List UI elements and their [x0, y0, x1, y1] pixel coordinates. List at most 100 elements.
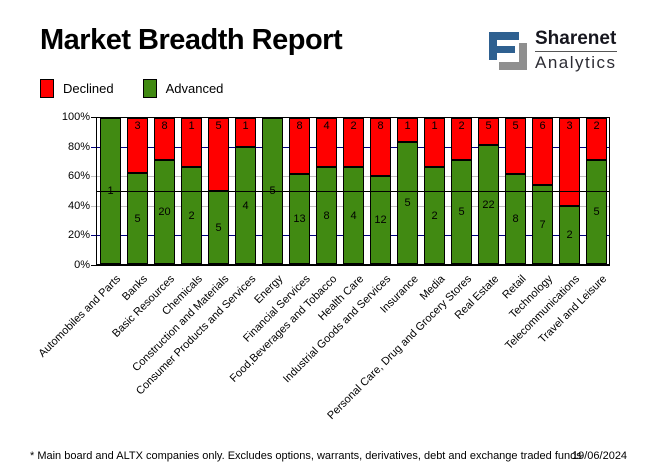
declined-segment: 4: [316, 118, 337, 167]
advanced-segment: 13: [289, 174, 310, 264]
advanced-segment: 7: [532, 185, 553, 264]
declined-count-label: 1: [431, 120, 438, 132]
logo-name: Sharenet: [535, 29, 617, 52]
declined-segment: 2: [343, 118, 364, 167]
advanced-segment: 22: [478, 145, 499, 264]
advanced-count-label: 1: [107, 185, 114, 197]
advanced-count-label: 5: [269, 185, 276, 197]
declined-segment: 8: [370, 118, 391, 176]
advanced-segment: 4: [343, 167, 364, 264]
logo-gray-shape: [499, 43, 527, 70]
stacked-bar: 8 12: [370, 118, 391, 264]
advanced-segment: 5: [451, 160, 472, 264]
legend-item-declined: Declined: [40, 79, 114, 98]
report-date: 19/06/2024: [572, 450, 628, 462]
declined-color-swatch: [40, 79, 54, 98]
declined-segment: 5: [505, 118, 526, 174]
advanced-segment: 5: [127, 173, 148, 264]
declined-count-label: 8: [161, 120, 168, 132]
declined-segment: 8: [154, 118, 175, 160]
advanced-segment: 8: [505, 174, 526, 264]
declined-segment: 3: [127, 118, 148, 173]
declined-count-label: 2: [593, 120, 600, 132]
stacked-bar: 1: [100, 118, 121, 264]
declined-count-label: 1: [188, 120, 195, 132]
advanced-count-label: 12: [374, 214, 387, 226]
advanced-count-label: 7: [539, 218, 546, 231]
declined-count-label: 6: [539, 120, 546, 132]
advanced-count-label: 2: [188, 209, 195, 222]
advanced-count-label: 8: [512, 213, 519, 225]
declined-segment: 1: [397, 118, 418, 142]
advanced-count-label: 5: [404, 197, 411, 209]
advanced-segment: 12: [370, 176, 391, 264]
advanced-segment: 5: [586, 160, 607, 264]
sharenet-logo: Sharenet Analytics: [486, 29, 617, 72]
advanced-count-label: 5: [134, 212, 141, 225]
logo-blue-shape: [489, 32, 519, 60]
declined-count-label: 5: [512, 120, 519, 132]
declined-count-label: 4: [323, 120, 330, 132]
y-axis-tick-label: 80%: [67, 140, 90, 153]
x-axis-category-label: Automobiles and Parts: [36, 273, 124, 360]
advanced-segment: 8: [316, 167, 337, 264]
advanced-count-label: 2: [431, 209, 438, 222]
y-axis-tick-label: 20%: [67, 229, 90, 242]
chart-legend: Declined Advanced: [40, 79, 252, 98]
y-axis-tick-label: 0%: [74, 259, 90, 271]
declined-count-label: 2: [458, 120, 465, 132]
stacked-bar: 5: [262, 118, 283, 264]
gridline-0pct: [91, 265, 610, 266]
advanced-count-label: 5: [593, 206, 600, 218]
advanced-segment: 5: [397, 142, 418, 264]
advanced-count-label: 22: [482, 198, 495, 211]
declined-segment: 8: [289, 118, 310, 174]
declined-count-label: 3: [134, 120, 141, 132]
declined-count-label: 1: [404, 120, 411, 132]
advanced-count-label: 5: [458, 206, 465, 218]
advanced-segment: 5: [208, 191, 229, 264]
declined-segment: 2: [586, 118, 607, 160]
advanced-count-label: 8: [323, 209, 330, 222]
y-axis-tick-label: 60%: [67, 170, 90, 183]
legend-item-advanced: Advanced: [142, 79, 224, 98]
legend-label-declined: Declined: [63, 81, 114, 96]
declined-segment: 3: [559, 118, 580, 206]
stacked-bar: 8 20: [154, 118, 175, 264]
declined-segment: 1: [235, 118, 256, 147]
declined-segment: 1: [181, 118, 202, 167]
declined-segment: 6: [532, 118, 553, 185]
advanced-color-swatch: [142, 79, 157, 98]
declined-segment: 1: [424, 118, 445, 167]
declined-segment: 5: [208, 118, 229, 191]
declined-segment: 2: [451, 118, 472, 160]
advanced-segment: 2: [181, 167, 202, 264]
logo-division: Analytics: [535, 52, 617, 72]
plot-area: 1 3 5 8 20 1 2 5 5 1 4 5 8 13 4 8 2 4 8 12 1 5 1 2 2 5 5 22 5 8 6 7 3 2 2 5: [96, 117, 610, 265]
advanced-count-label: 4: [242, 199, 249, 212]
advanced-count-label: 2: [566, 229, 573, 241]
declined-count-label: 5: [485, 120, 492, 132]
y-axis-tick-label: 100%: [61, 111, 90, 123]
advanced-count-label: 20: [158, 206, 171, 218]
advanced-segment: 2: [559, 206, 580, 264]
stacked-bar: 5 22: [478, 118, 499, 264]
legend-label-advanced: Advanced: [165, 81, 224, 96]
declined-count-label: 1: [242, 120, 249, 132]
declined-count-label: 2: [350, 120, 357, 132]
advanced-segment: 2: [424, 167, 445, 264]
advanced-segment: 5: [262, 118, 283, 264]
advanced-segment: 1: [100, 118, 121, 264]
sharenet-logo-icon: [489, 32, 527, 70]
logo-text: Sharenet Analytics: [535, 29, 617, 72]
